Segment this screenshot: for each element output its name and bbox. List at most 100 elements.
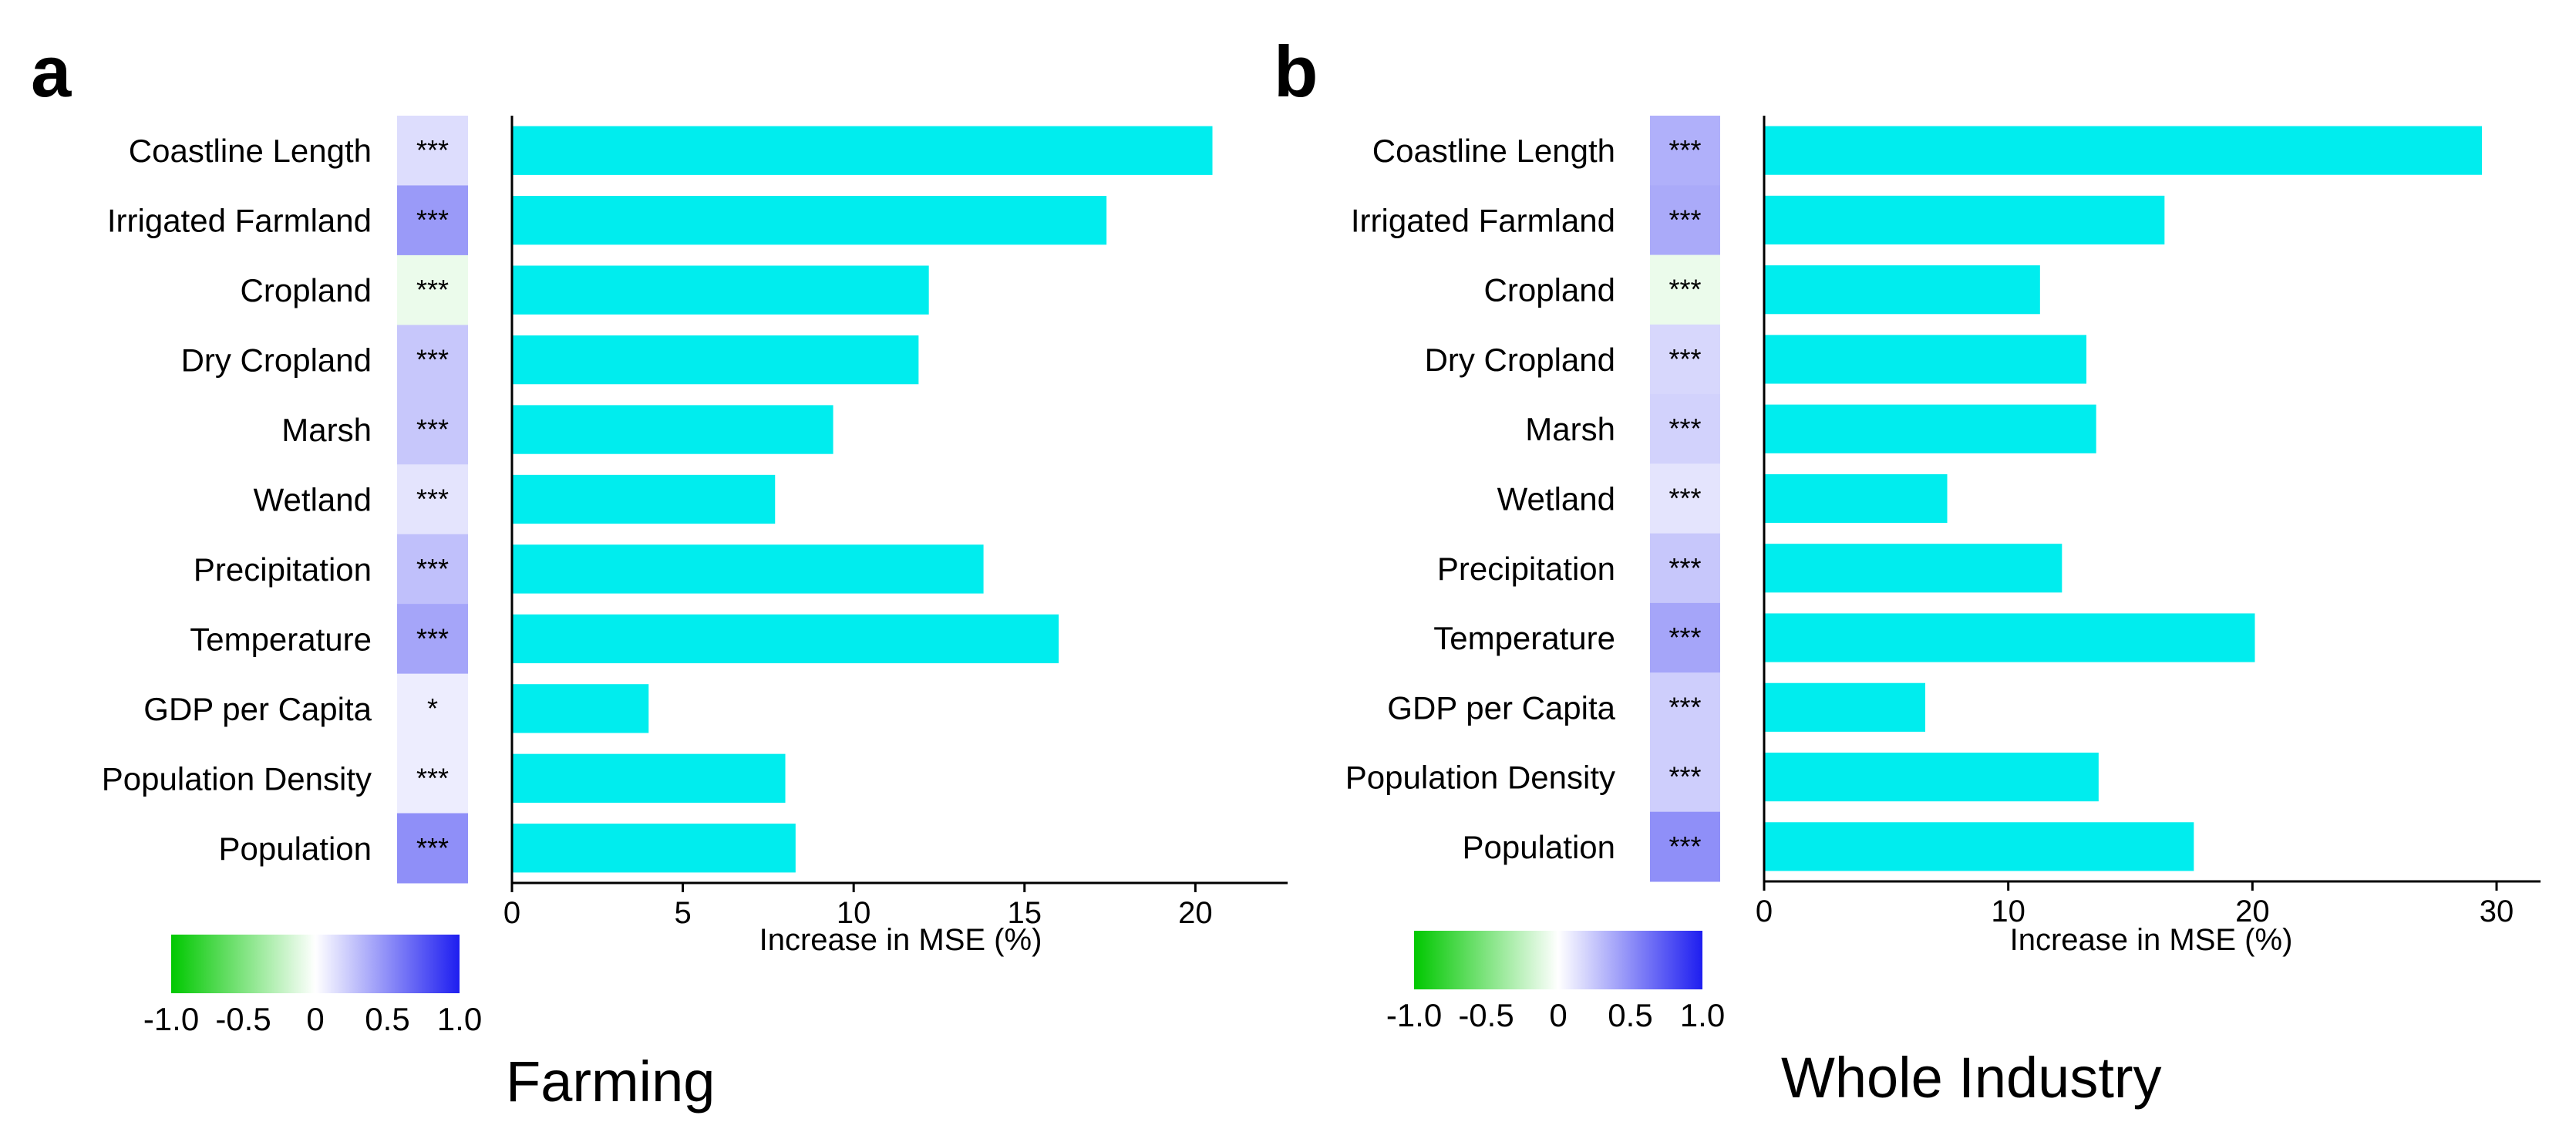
heatmap-cell — [397, 185, 468, 256]
bar — [1764, 544, 2062, 593]
bar — [1764, 195, 2165, 245]
significance-marker: *** — [1669, 343, 1701, 375]
significance-marker: *** — [416, 204, 449, 236]
colorbar-tick-label: 0.5 — [1608, 997, 1652, 1033]
bar — [1764, 752, 2099, 802]
category-labels: Coastline Length Irrigated Farmland Cropla… — [1345, 133, 1616, 865]
colorbar-tick-label: 0.5 — [365, 1001, 409, 1037]
significance-marker: *** — [416, 762, 449, 793]
significance-marker: *** — [1669, 483, 1701, 514]
bar — [512, 126, 1213, 175]
heatmap-cell — [397, 464, 468, 535]
bar — [512, 753, 786, 803]
colorbar-tick-label: 0 — [1549, 997, 1567, 1033]
colorbar — [1414, 931, 1702, 989]
heatmap-cell — [1650, 811, 1720, 882]
heatmap-cell — [397, 534, 468, 605]
heatmap-cell — [1650, 116, 1720, 186]
heatmap-cell — [397, 254, 468, 325]
x-tick-label: 20 — [1178, 896, 1213, 930]
significance-marker: *** — [1669, 274, 1701, 305]
colorbar-tick-label: -0.5 — [215, 1001, 271, 1037]
heatmap-cell — [1650, 742, 1720, 813]
bar — [512, 614, 1059, 664]
significance-marker: *** — [1669, 413, 1701, 444]
heatmap-cell — [397, 394, 468, 465]
category-label: Marsh — [1525, 411, 1615, 447]
significance-marker: *** — [1669, 761, 1701, 793]
bar — [512, 684, 649, 733]
correlation-heatmap: *** *** *** *** *** *** *** *** *** *** *** — [1650, 116, 1720, 882]
x-tick-label: 30 — [2480, 895, 2514, 928]
significance-marker: *** — [416, 274, 449, 305]
bar — [512, 265, 929, 315]
heatmap-cell — [1650, 185, 1720, 256]
heatmap-cell — [1650, 463, 1720, 534]
category-label: Population — [219, 831, 372, 867]
heatmap-cell — [397, 325, 468, 396]
colorbar-tick-label: -0.5 — [1458, 997, 1514, 1033]
heatmap-cell — [1650, 254, 1720, 325]
significance-marker: *** — [416, 413, 449, 445]
category-label: Dry Cropland — [1425, 342, 1615, 378]
x-tick-label: 0 — [503, 896, 520, 930]
category-label: Marsh — [281, 412, 372, 448]
category-label: Population Density — [1345, 760, 1615, 796]
bar — [512, 544, 984, 594]
significance-marker: *** — [1669, 552, 1701, 584]
heatmap-cell — [1650, 324, 1720, 395]
bar — [1764, 404, 2096, 453]
panel-title: Whole Industry — [1781, 1046, 2162, 1110]
category-label: Irrigated Farmland — [107, 203, 372, 239]
bar — [512, 335, 919, 385]
significance-marker: *** — [416, 553, 449, 585]
bar — [512, 474, 776, 524]
colorbar-tick-label: -1.0 — [143, 1001, 199, 1037]
bar — [1764, 682, 1925, 732]
category-label: Cropland — [241, 272, 372, 308]
significance-marker: *** — [1669, 691, 1701, 723]
bar — [512, 196, 1107, 245]
bar — [1764, 473, 1948, 524]
significance-marker: * — [427, 692, 438, 724]
bar — [1764, 822, 2194, 871]
colorbar-tick-label: 1.0 — [437, 1001, 482, 1037]
category-label: Wetland — [254, 482, 372, 518]
category-label: Precipitation — [194, 551, 372, 588]
panel-letter: b — [1274, 31, 1318, 112]
bar — [1764, 335, 2086, 384]
significance-marker: *** — [416, 622, 449, 654]
colorbar-tick-labels: -1.0 -0.5 0 0.5 1.0 — [1386, 997, 1725, 1033]
correlation-heatmap: ******************************* — [397, 116, 468, 884]
heatmap-cell — [397, 673, 468, 744]
bar — [1764, 265, 2040, 315]
heatmap-cell — [1650, 672, 1720, 743]
heatmap-cell — [1650, 394, 1720, 464]
bar — [1764, 126, 2482, 175]
heatmap-cell — [397, 743, 468, 814]
bar-series — [1764, 126, 2482, 871]
heatmap-cell — [397, 813, 468, 884]
colorbar-tick-label: 0 — [306, 1001, 324, 1037]
panel-letter: a — [31, 31, 72, 112]
bar — [512, 824, 796, 873]
x-axis-ticks: 0 5 10 15 20 — [503, 883, 1213, 930]
category-label: Population Density — [102, 760, 372, 797]
category-label: GDP per Capita — [143, 691, 372, 727]
colorbar-tick-labels: -1.0 -0.5 0 0.5 1.0 — [143, 1001, 482, 1037]
significance-marker: *** — [416, 832, 449, 864]
category-labels: Coastline Length Irrigated Farmland Cropla… — [102, 133, 372, 867]
category-label: Temperature — [1433, 620, 1615, 656]
significance-marker: *** — [1669, 622, 1701, 653]
significance-marker: *** — [1669, 204, 1701, 235]
category-label: Cropland — [1484, 272, 1615, 308]
x-tick-label: 10 — [1991, 895, 2025, 928]
panel-b: b Coastline Length Irrigated Farmland Crop… — [1274, 31, 2541, 1110]
x-axis-label: Increase in MSE (%) — [2010, 923, 2293, 957]
category-label: Wetland — [1497, 481, 1615, 517]
x-tick-label: 10 — [837, 896, 871, 930]
significance-marker: *** — [416, 484, 449, 515]
heatmap-cell — [397, 604, 468, 675]
category-label: Coastline Length — [129, 133, 372, 169]
category-label: Coastline Length — [1372, 133, 1615, 169]
